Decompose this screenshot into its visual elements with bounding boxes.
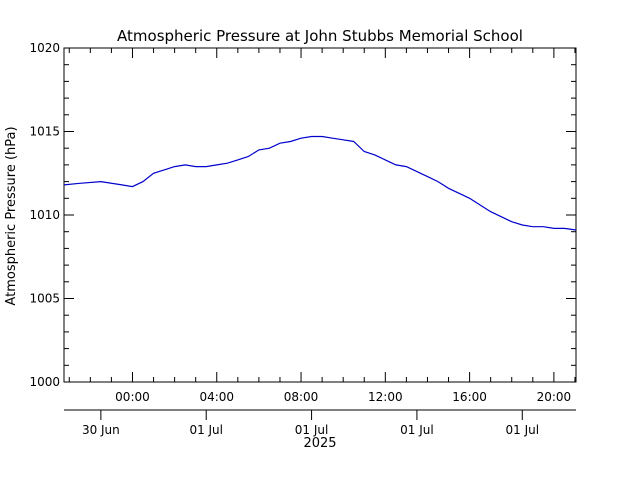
- y-axis-label: Atmospheric Pressure (hPa): [4, 126, 19, 305]
- y-tick-label: 1010: [29, 208, 60, 222]
- pressure-series-line: [63, 135, 577, 231]
- y-axis-ticks: 1000 1005 1010 1015 1020: [29, 41, 576, 389]
- plot-frame: [63, 47, 577, 383]
- y-tick-label: 1015: [29, 125, 60, 139]
- y-tick-label: 1005: [29, 292, 60, 306]
- x-tick-label: 04:00: [199, 390, 234, 404]
- date-tick-label: 01 Jul: [505, 423, 539, 437]
- x-tick-label: 16:00: [452, 390, 487, 404]
- date-tick-label: 01 Jul: [189, 423, 223, 437]
- date-tick-label: 01 Jul: [295, 423, 329, 437]
- y-tick-label: 1000: [29, 375, 60, 389]
- chart-title: Atmospheric Pressure at John Stubbs Memo…: [117, 27, 523, 45]
- x-tick-label: 08:00: [284, 390, 319, 404]
- x-tick-label: 12:00: [368, 390, 403, 404]
- date-tick-label: 01 Jul: [400, 423, 434, 437]
- x-tick-label: 00:00: [115, 390, 150, 404]
- date-axis-ticks: 30 Jun 01 Jul 01 Jul 01 Jul 01 Jul: [82, 410, 539, 437]
- x-axis-ticks: 00:00 04:00 08:00 12:00 16:00 20:00: [68, 48, 576, 404]
- year-label: 2025: [303, 436, 336, 451]
- y-tick-label: 1020: [29, 41, 60, 55]
- date-tick-label: 30 Jun: [82, 423, 120, 437]
- x-tick-label: 20:00: [537, 390, 572, 404]
